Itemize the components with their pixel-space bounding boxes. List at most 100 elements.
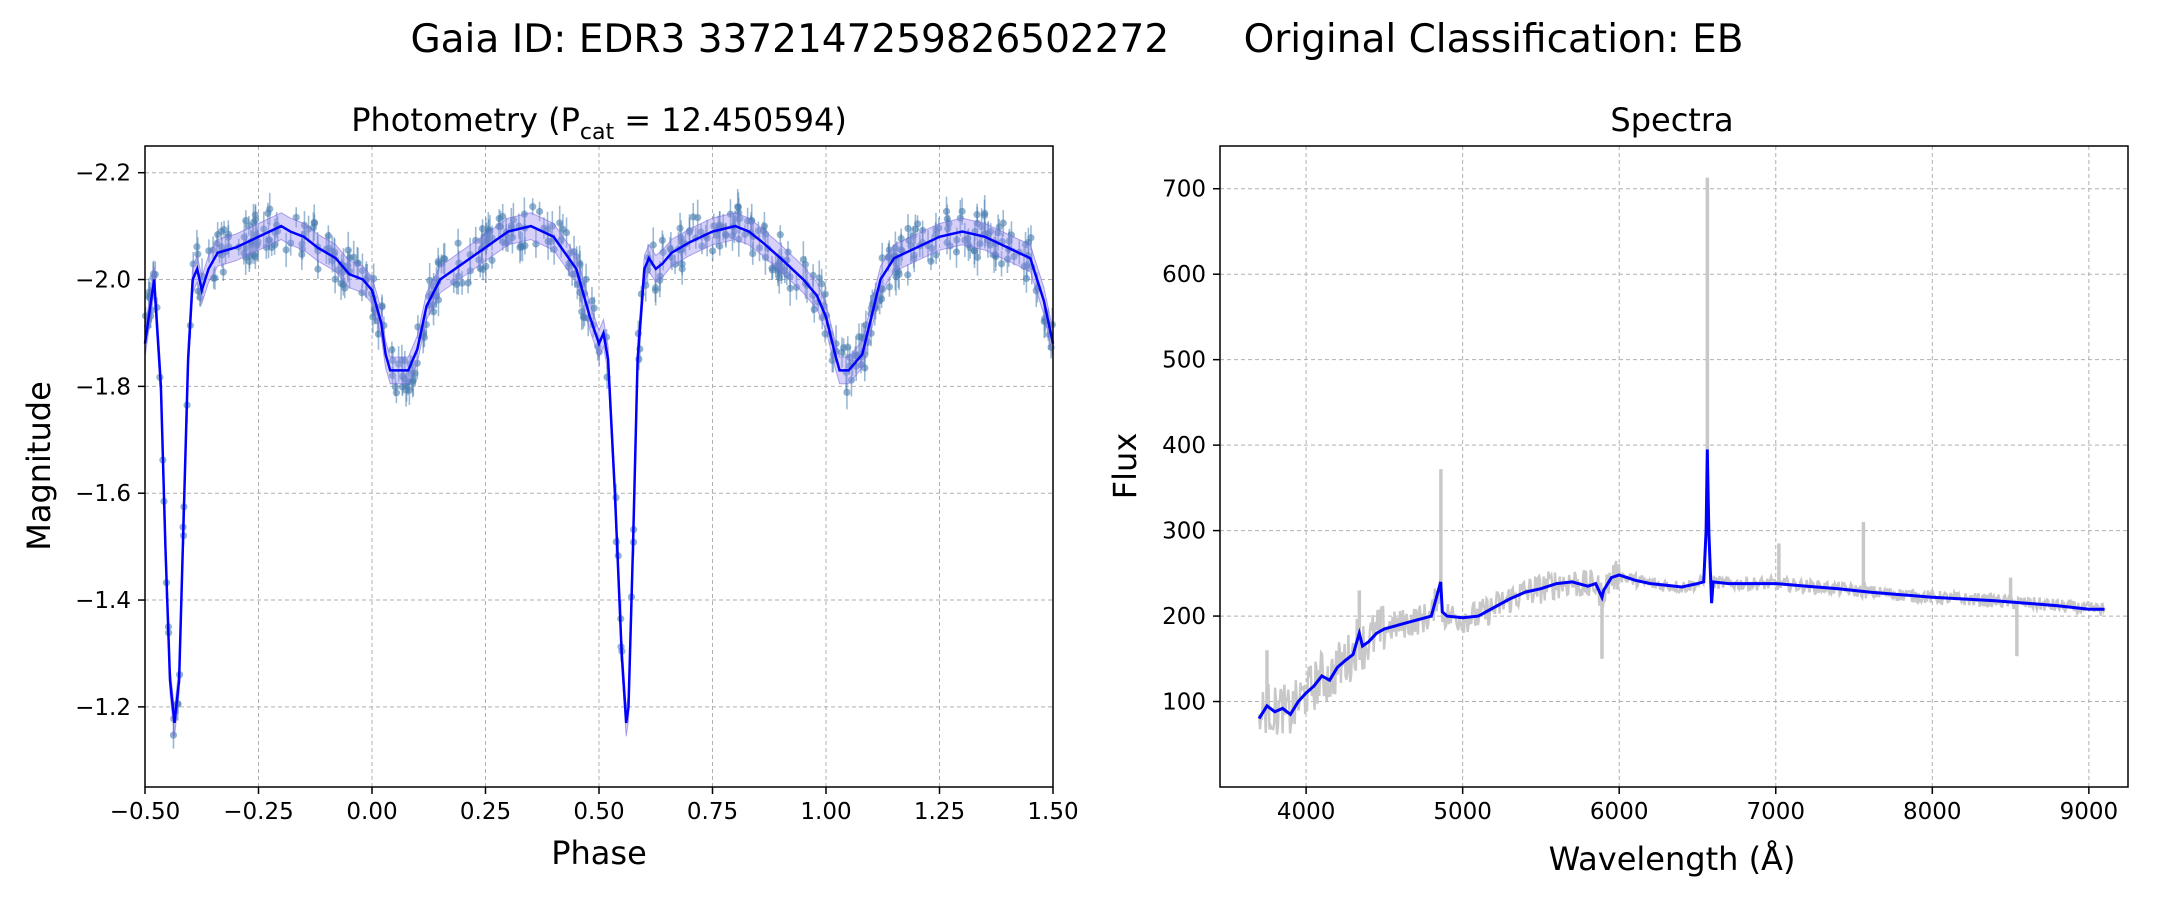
spectra-y-tick-label: 500 [1162, 348, 1206, 374]
photometry-x-tick-label: 0.75 [687, 799, 738, 825]
photometry-data-point [892, 273, 900, 281]
spectra-y-ticks: 100 200 300 400 500 600 700 [1162, 177, 1220, 716]
photometry-data-point [776, 231, 784, 239]
photometry-data-point [855, 333, 863, 341]
photometry-data-point [799, 256, 807, 264]
spectra-x-ticks: 4000 5000 6000 7000 8000 9000 [1277, 787, 2118, 825]
photometry-x-tick-label: 0.50 [573, 799, 624, 825]
photometry-x-ticks: −0.50 −0.25 0.00 0.25 0.50 0.75 1.00 1.25 1.50 [110, 787, 1079, 825]
photometry-data-point [676, 224, 684, 232]
photometry-data-point [435, 259, 443, 268]
photometry-data-point [251, 211, 259, 219]
photometry-data-point [659, 248, 667, 256]
photometry-data-point [846, 353, 854, 362]
spectra-raw-flux [1257, 454, 2106, 735]
photometry-data-point [973, 211, 981, 219]
photometry-data-point [651, 286, 660, 294]
photometry-data-point [499, 212, 507, 221]
photometry-y-tick-label: −1.4 [75, 588, 131, 614]
photometry-data-point [709, 247, 717, 255]
photometry-data-point [402, 386, 410, 394]
photometry-x-tick-label: 1.00 [800, 799, 851, 825]
photometry-data-point [264, 209, 272, 217]
photometry-x-tick-label: 1.25 [914, 799, 965, 825]
photometry-data-point [755, 244, 764, 252]
photometry-y-tick-label: −2.2 [75, 161, 131, 187]
photometry-data-point [843, 388, 851, 396]
photometry-data-point [169, 731, 178, 739]
photometry-data-point [211, 274, 219, 282]
photometry-data-point [292, 213, 300, 221]
photometry-data-point [1010, 252, 1018, 261]
spectra-frame [1219, 145, 2129, 788]
photometry-data-point [314, 265, 322, 273]
photometry-data-point [997, 260, 1006, 268]
photometry-data-point [878, 254, 886, 262]
photometry-data-point [193, 243, 201, 251]
photometry-data-point [341, 284, 349, 292]
photometry-data-point [697, 228, 705, 236]
photometry-data-point [741, 230, 749, 239]
photometry-y-tick-label: −1.2 [75, 695, 131, 721]
photometry-data-point [287, 239, 295, 247]
spectra-y-tick-label: 400 [1162, 433, 1206, 459]
photometry-data-point [547, 237, 555, 246]
photometry-data-point [730, 227, 738, 235]
photometry-data-point [658, 236, 666, 244]
photometry-data-point [325, 244, 333, 252]
photometry-xlabel: Phase [551, 834, 647, 872]
photometry-data-point [282, 246, 290, 254]
photometry-data-point [927, 257, 935, 265]
spectra-y-tick-label: 700 [1162, 177, 1206, 203]
suptitle: Gaia ID: EDR3 3372147259826502272 Origin… [410, 17, 1743, 62]
spectra-title: Spectra [1610, 101, 1733, 139]
photometry-data-point [698, 242, 706, 250]
photometry-panel: Photometry (Pcat = 12.450594) −0.50 −0.25… [20, 101, 1079, 872]
photometry-data-point [666, 244, 674, 252]
photometry-data-point [910, 251, 918, 259]
photometry-data-point [649, 241, 657, 249]
photometry-data-point [907, 242, 915, 250]
photometry-data-point [488, 256, 496, 264]
photometry-data-point [422, 321, 430, 329]
spectra-raw-spikes [1265, 177, 2019, 706]
photometry-x-tick-label: 0.00 [346, 799, 397, 825]
photometry-data-point [694, 213, 702, 222]
photometry-data-point [508, 233, 517, 242]
photometry-data-point [904, 271, 912, 279]
photometry-data-point [219, 268, 227, 276]
photometry-data-point [712, 231, 721, 239]
photometry-data-point [499, 238, 507, 246]
photometry-data-point [495, 222, 503, 231]
photometry-data-point [535, 207, 544, 216]
photometry-data-point [242, 216, 250, 225]
photometry-data-point [242, 244, 250, 252]
photometry-x-tick-label: −0.50 [110, 799, 180, 825]
spectra-x-tick-label: 9000 [2060, 799, 2119, 825]
spectra-y-tick-label: 200 [1162, 604, 1206, 630]
photometry-data-point [970, 247, 979, 255]
photometry-data-point [454, 239, 462, 247]
photometry-data-point [579, 313, 587, 321]
photometry-data-point [194, 250, 202, 258]
photometry-data-point [980, 211, 989, 219]
photometry-model-line [143, 224, 1055, 724]
photometry-data-point [913, 220, 922, 228]
photometry-data-point [409, 376, 417, 384]
photometry-data-point [509, 216, 518, 224]
photometry-data-point [344, 262, 352, 270]
spectra-x-tick-label: 6000 [1590, 799, 1649, 825]
photometry-data-point [550, 245, 558, 254]
photometry-title: Photometry (Pcat = 12.450594) [351, 101, 847, 145]
photometry-data-point [1005, 237, 1013, 245]
spectra-x-tick-label: 8000 [1903, 799, 1962, 825]
photometry-data-point [350, 253, 358, 261]
spectra-x-tick-label: 5000 [1433, 799, 1492, 825]
photometry-data-point [209, 246, 217, 254]
photometry-data-point [388, 346, 396, 354]
photometry-y-tick-label: −1.6 [75, 481, 131, 507]
photometry-data-point [716, 242, 724, 250]
photometry-data-point [734, 203, 743, 211]
photometry-data-point [973, 253, 982, 261]
